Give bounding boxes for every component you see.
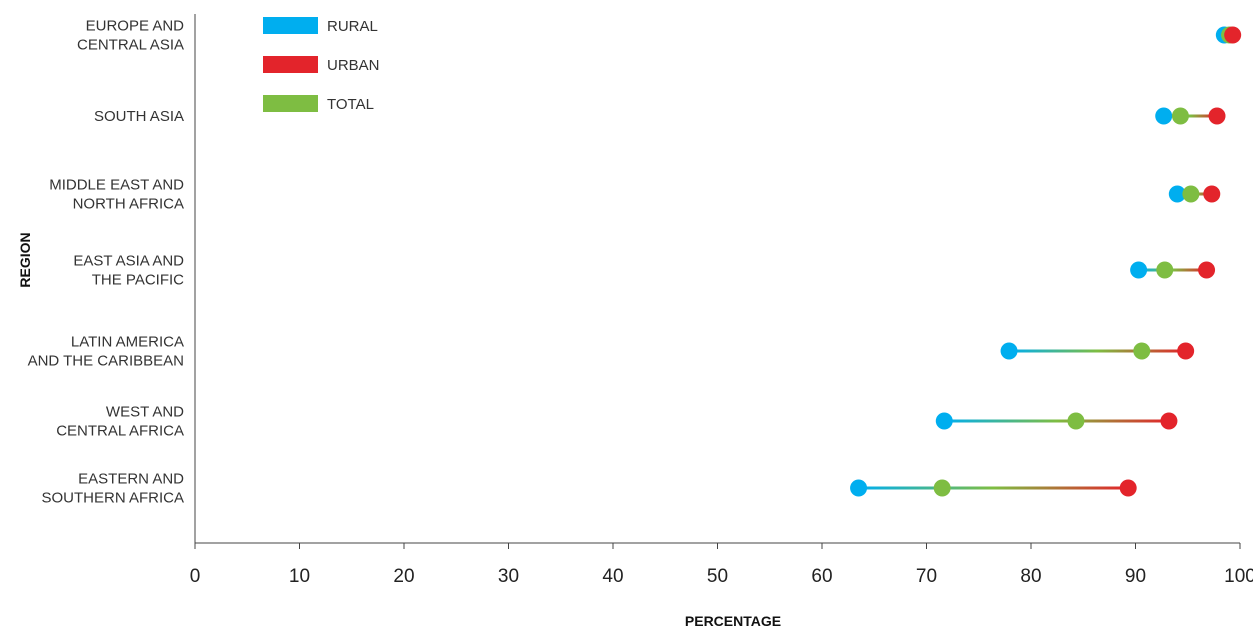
point-rural	[1155, 107, 1173, 125]
category-labels: EUROPE AND CENTRAL ASIA SOUTH ASIA MIDDLE E…	[28, 18, 185, 507]
point-total	[1067, 412, 1085, 430]
x-tick-label: 70	[916, 566, 937, 587]
x-tick-label: 100	[1224, 566, 1253, 587]
category-label: SOUTHERN AFRICA	[41, 490, 184, 507]
category-label: EAST ASIA AND	[73, 253, 184, 270]
category-label: CENTRAL ASIA	[77, 37, 184, 54]
x-tick-label: 90	[1125, 566, 1146, 587]
category-label: SOUTH ASIA	[94, 108, 184, 125]
connector-line	[1163, 114, 1218, 118]
x-tick-label: 20	[393, 566, 414, 587]
axes: 0 10 20 30 40 50 60 70 80 90 100 PERCENTAGE REGION	[17, 14, 1253, 629]
connector-line	[1009, 349, 1186, 353]
y-axis-title: REGION	[17, 232, 33, 287]
category-label: AND THE CARIBBEAN	[28, 353, 184, 370]
x-tick-label: 30	[498, 566, 519, 587]
point-rural	[1000, 342, 1018, 360]
point-total	[1182, 185, 1200, 203]
x-tick-label: 80	[1020, 566, 1041, 587]
point-rural	[1168, 185, 1186, 203]
x-tick-label: 60	[811, 566, 832, 587]
x-tick-label: 10	[289, 566, 310, 587]
legend-swatch-urban	[263, 56, 318, 73]
category-label: THE PACIFIC	[92, 272, 184, 289]
point-urban	[1203, 185, 1221, 203]
category-label: MIDDLE EAST AND	[49, 177, 184, 194]
point-rural	[935, 412, 953, 430]
point-urban	[1224, 26, 1242, 44]
category-label: EUROPE AND	[86, 18, 185, 35]
connector-line	[858, 486, 1129, 490]
category-label: EASTERN AND	[78, 471, 184, 488]
point-total	[1133, 342, 1151, 360]
connector-line	[944, 419, 1169, 423]
legend-label-urban: URBAN	[327, 57, 380, 74]
x-tick-label: 40	[602, 566, 623, 587]
point-urban	[1177, 342, 1195, 360]
data-marks	[850, 26, 1242, 497]
category-label: WEST AND	[106, 404, 184, 421]
legend: RURAL URBAN TOTAL	[263, 17, 380, 113]
legend-swatch-total	[263, 95, 318, 112]
point-urban	[1208, 107, 1226, 125]
category-label: NORTH AFRICA	[73, 196, 184, 213]
x-axis-title: PERCENTAGE	[685, 613, 781, 629]
x-tick-label: 50	[707, 566, 728, 587]
point-urban	[1198, 261, 1216, 279]
point-total	[1156, 261, 1174, 279]
category-label: LATIN AMERICA	[71, 334, 184, 351]
point-urban	[1119, 479, 1137, 497]
legend-swatch-rural	[263, 17, 318, 34]
x-tick-label: 0	[190, 566, 201, 587]
point-total	[933, 479, 951, 497]
point-urban	[1160, 412, 1178, 430]
point-rural	[850, 479, 868, 497]
point-total	[1171, 107, 1189, 125]
legend-label-total: TOTAL	[327, 96, 374, 113]
category-label: CENTRAL AFRICA	[56, 423, 184, 440]
point-rural	[1130, 261, 1148, 279]
legend-label-rural: RURAL	[327, 18, 378, 35]
